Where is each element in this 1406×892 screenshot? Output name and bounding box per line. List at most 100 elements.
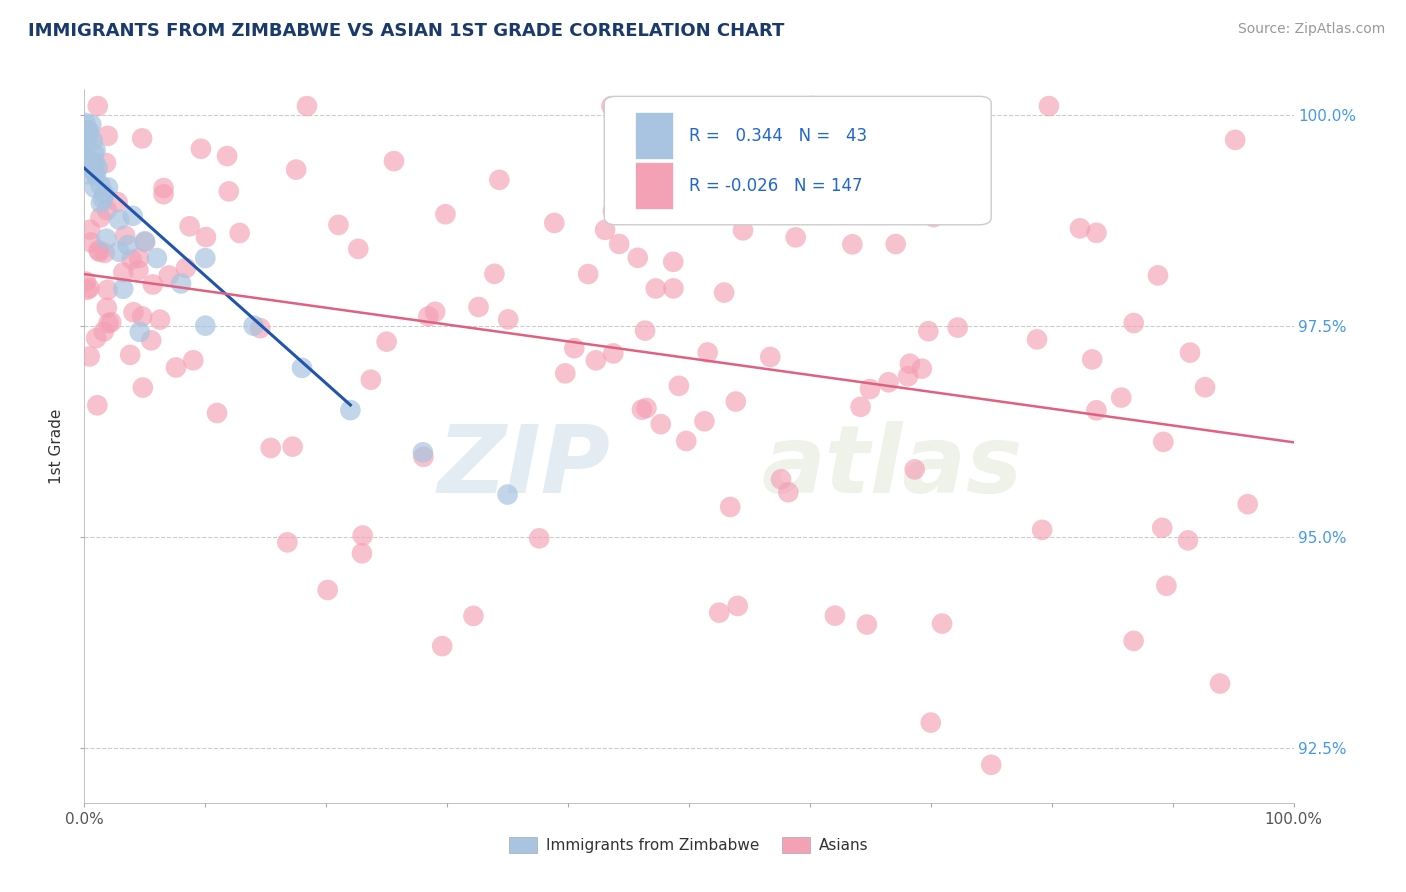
- Point: [86, 161, 108, 175]
- Point: [121, 209, 143, 223]
- Point: [859, 382, 882, 396]
- Point: [418, 310, 440, 324]
- FancyBboxPatch shape: [634, 112, 673, 159]
- Point: [543, 216, 565, 230]
- Point: [134, 235, 156, 249]
- Point: [709, 606, 731, 620]
- Point: [1147, 268, 1170, 283]
- Point: [190, 142, 212, 156]
- Point: [731, 223, 754, 237]
- Point: [841, 237, 863, 252]
- Point: [718, 500, 741, 514]
- Point: [77, 129, 100, 144]
- Point: [84, 156, 107, 170]
- Text: R =   0.344   N =   43: R = 0.344 N = 43: [689, 127, 868, 145]
- Point: [108, 212, 131, 227]
- Point: [96, 301, 118, 315]
- Point: [96, 202, 118, 217]
- Point: [108, 244, 131, 259]
- Point: [769, 472, 792, 486]
- Point: [980, 757, 1002, 772]
- Point: [554, 367, 576, 381]
- Point: [1177, 533, 1199, 548]
- Point: [146, 251, 169, 265]
- Point: [149, 312, 172, 326]
- Point: [576, 267, 599, 281]
- Point: [636, 401, 658, 415]
- Point: [897, 369, 920, 384]
- Point: [602, 203, 624, 218]
- Point: [328, 218, 350, 232]
- Point: [285, 162, 308, 177]
- Point: [84, 169, 107, 183]
- Point: [1122, 633, 1144, 648]
- Point: [600, 99, 623, 113]
- Point: [917, 324, 939, 338]
- Point: [76, 283, 98, 297]
- Point: [759, 350, 782, 364]
- Text: IMMIGRANTS FROM ZIMBABWE VS ASIAN 1ST GRADE CORRELATION CHART: IMMIGRANTS FROM ZIMBABWE VS ASIAN 1ST GR…: [28, 22, 785, 40]
- Point: [1038, 99, 1060, 113]
- Point: [128, 251, 150, 265]
- Point: [152, 187, 174, 202]
- Point: [1081, 352, 1104, 367]
- Point: [801, 99, 824, 113]
- Point: [904, 200, 927, 214]
- Point: [87, 99, 110, 113]
- Point: [97, 180, 120, 194]
- Point: [75, 128, 97, 143]
- Point: [75, 275, 97, 289]
- Point: [1156, 579, 1178, 593]
- Point: [1026, 332, 1049, 346]
- Point: [562, 341, 585, 355]
- Point: [84, 143, 107, 157]
- Point: [114, 228, 136, 243]
- Point: [352, 528, 374, 542]
- FancyBboxPatch shape: [634, 162, 673, 209]
- Point: [713, 285, 735, 300]
- Point: [134, 234, 156, 248]
- Point: [217, 149, 239, 163]
- Point: [83, 180, 105, 194]
- Point: [898, 357, 921, 371]
- Point: [607, 236, 630, 251]
- Point: [463, 608, 485, 623]
- Point: [75, 124, 97, 138]
- Point: [644, 281, 666, 295]
- Point: [724, 394, 747, 409]
- Point: [1085, 403, 1108, 417]
- Point: [631, 402, 654, 417]
- Point: [1194, 380, 1216, 394]
- Point: [281, 440, 304, 454]
- Point: [157, 268, 180, 283]
- Point: [693, 414, 716, 428]
- Point: [179, 219, 201, 234]
- Point: [131, 131, 153, 145]
- Point: [73, 150, 96, 164]
- Point: [97, 316, 120, 330]
- Point: [593, 223, 616, 237]
- Point: [152, 181, 174, 195]
- Point: [89, 178, 111, 193]
- Point: [80, 235, 103, 250]
- Point: [838, 179, 860, 194]
- Point: [91, 192, 114, 206]
- FancyBboxPatch shape: [605, 96, 991, 225]
- Point: [76, 153, 98, 168]
- Point: [121, 252, 143, 267]
- Point: [496, 487, 519, 501]
- Point: [484, 267, 506, 281]
- Point: [128, 325, 150, 339]
- Point: [350, 546, 373, 560]
- Point: [97, 128, 120, 143]
- Point: [634, 324, 657, 338]
- Text: atlas: atlas: [762, 421, 1022, 514]
- Point: [782, 143, 804, 157]
- Point: [83, 146, 105, 161]
- Point: [76, 124, 98, 138]
- Point: [181, 353, 204, 368]
- Point: [83, 157, 105, 171]
- Point: [662, 255, 685, 269]
- Point: [276, 535, 298, 549]
- Point: [1152, 434, 1174, 449]
